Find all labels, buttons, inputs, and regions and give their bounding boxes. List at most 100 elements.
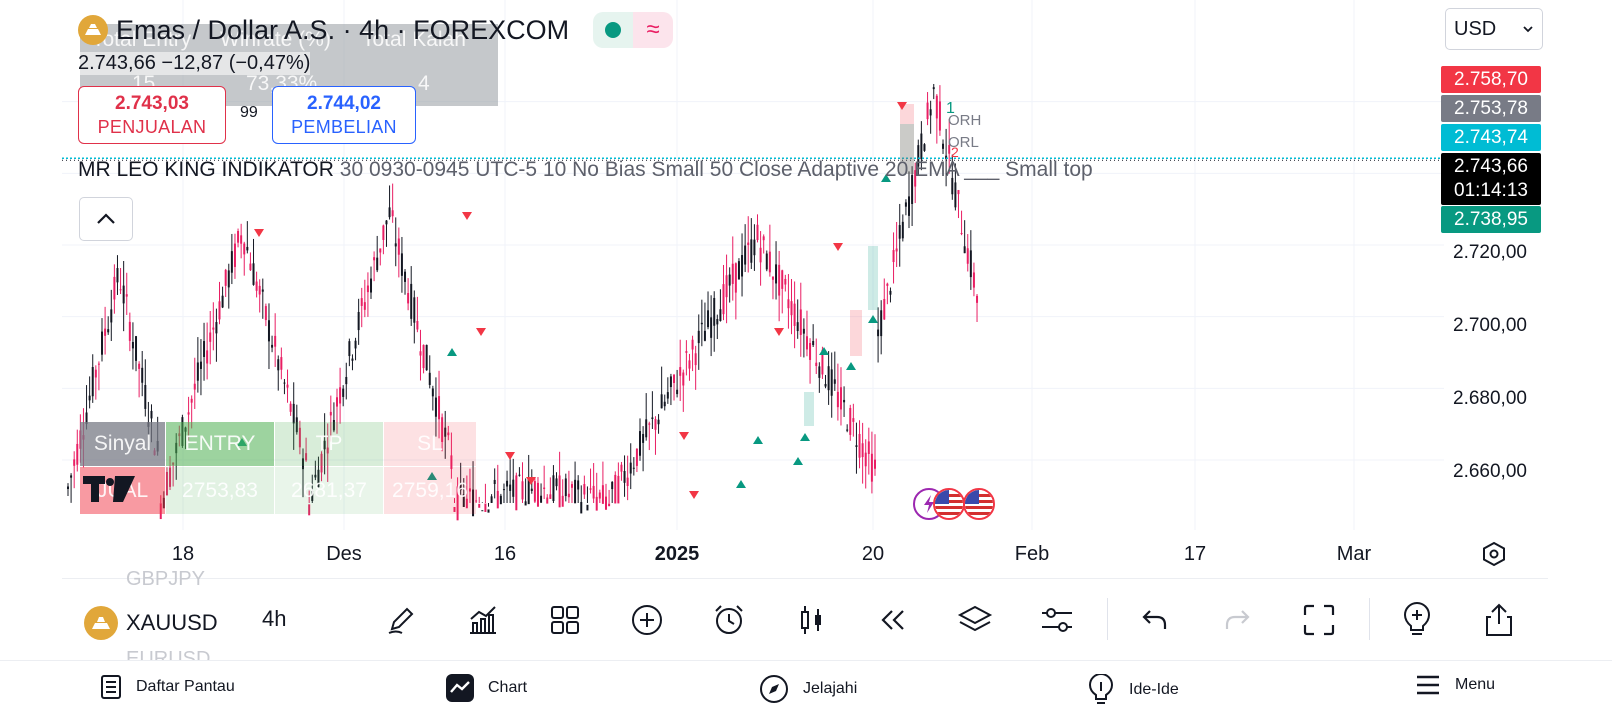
bottom-navigation (0, 660, 1612, 720)
candle-body (267, 320, 270, 342)
redo-button[interactable] (1217, 600, 1257, 640)
candle-body (400, 253, 403, 276)
nav-menu[interactable]: Menu (1415, 674, 1495, 696)
candle-body (320, 453, 323, 473)
nav-chart-label: Chart (488, 679, 528, 696)
sell-signal-marker (254, 229, 264, 237)
us-flag-event-icon[interactable] (933, 488, 965, 520)
chart-title[interactable]: Emas / Dollar A.S. · 4h · FOREXCOM (116, 14, 570, 45)
tradingview-logo[interactable] (83, 474, 137, 509)
candle-body (611, 481, 614, 490)
sell-signal-marker (897, 102, 907, 110)
candle-body (209, 332, 212, 342)
candle-body (614, 474, 617, 504)
layout-button[interactable] (545, 600, 585, 640)
candle-body (533, 481, 536, 502)
candle-body (731, 263, 734, 284)
candle-body (768, 251, 771, 273)
chart-canvas[interactable] (62, 0, 1444, 530)
chevron-up-icon (97, 213, 115, 224)
candle-body (246, 246, 249, 251)
candle-body (942, 143, 945, 149)
price-tag-ema: 2.743,74 (1441, 124, 1541, 151)
candle-body (744, 245, 747, 265)
candle-body (660, 394, 663, 409)
nav-ideas[interactable]: Ide-Ide (1087, 674, 1179, 706)
collapse-legend-button[interactable] (79, 197, 133, 241)
indicators-button[interactable] (463, 600, 503, 640)
candle-body (314, 474, 317, 478)
x-axis-label: Des (326, 543, 362, 565)
candle-body (91, 367, 94, 397)
candle-body (954, 182, 957, 208)
candle-body (691, 339, 694, 350)
candle-body (833, 379, 836, 384)
signal-value-tp: 2681,37 (275, 467, 383, 514)
candle-body (734, 263, 737, 293)
nav-chart[interactable]: Chart (446, 674, 527, 702)
previous-symbol[interactable]: GBPJPY (126, 568, 205, 590)
y-axis-label: 2.680,00 (1453, 388, 1527, 409)
candle-body (323, 440, 326, 450)
candle-body (707, 310, 710, 328)
chart-type-button[interactable] (791, 600, 831, 640)
nav-explore[interactable]: Jelajahi (759, 674, 857, 704)
candle-body (809, 343, 812, 360)
candle-body (224, 269, 227, 286)
candle-body (861, 443, 864, 458)
share-button[interactable] (1479, 600, 1519, 640)
fullscreen-button[interactable] (1299, 600, 1339, 640)
currency-select[interactable]: USD (1445, 8, 1543, 50)
spread-value: 99 (240, 104, 258, 121)
replay-button[interactable] (873, 600, 913, 640)
y-axis-label: 2.720,00 (1453, 242, 1527, 263)
candle-body (243, 243, 246, 255)
candle-body (379, 248, 382, 253)
sell-button[interactable]: 2.743,03 PENJUALAN (78, 86, 226, 144)
alert-button[interactable] (709, 600, 749, 640)
candle-body (249, 263, 252, 271)
signal-header-signal: Sinyal (80, 422, 165, 466)
candle-body (456, 486, 459, 521)
nav-watchlist[interactable]: Daftar Pantau (100, 674, 235, 700)
candle-body (434, 397, 437, 417)
layers-button[interactable] (955, 600, 995, 640)
add-button[interactable] (627, 600, 667, 640)
buy-signal-marker (800, 433, 810, 441)
candle-body (864, 452, 867, 467)
candle-body (110, 309, 113, 323)
candle-body (849, 407, 852, 435)
candle-body (70, 475, 73, 478)
candle-body (580, 501, 583, 514)
candle-body (598, 492, 601, 499)
candle-body (187, 412, 190, 415)
buy-button[interactable]: 2.744,02 PEMBELIAN (272, 86, 416, 144)
candle-body (425, 344, 428, 371)
candle-body (342, 388, 345, 397)
interval-button[interactable]: 4h (262, 606, 287, 631)
undo-button[interactable] (1135, 600, 1175, 640)
market-status-pill[interactable]: ≈ (593, 12, 674, 48)
candle-body (932, 87, 935, 90)
chart-settings-button[interactable] (1480, 540, 1508, 573)
candle-body (651, 417, 654, 419)
settings-sliders-button[interactable] (1037, 600, 1077, 640)
candle-body (741, 255, 744, 277)
sell-signal-marker (505, 452, 515, 460)
zone-box (900, 124, 914, 174)
publish-idea-button[interactable] (1397, 600, 1437, 640)
buy-signal-marker (793, 457, 803, 465)
us-flag-event-icon[interactable] (963, 488, 995, 520)
candle-body (335, 397, 338, 407)
candle-body (703, 330, 706, 341)
symbol-picker[interactable]: XAUUSD (84, 606, 218, 640)
candle-body (499, 495, 502, 505)
candle-body (493, 479, 496, 485)
candle-body (577, 480, 580, 490)
price-tag-low: 2.738,95 (1441, 206, 1541, 233)
candle-body (438, 396, 441, 420)
price-chart[interactable] (62, 0, 1444, 530)
candle-body (237, 230, 240, 243)
drawing-tools-button[interactable] (381, 600, 421, 640)
indicator-legend[interactable]: MR LEO KING INDIKATOR 30 0930-0945 UTC-5… (78, 158, 1093, 182)
